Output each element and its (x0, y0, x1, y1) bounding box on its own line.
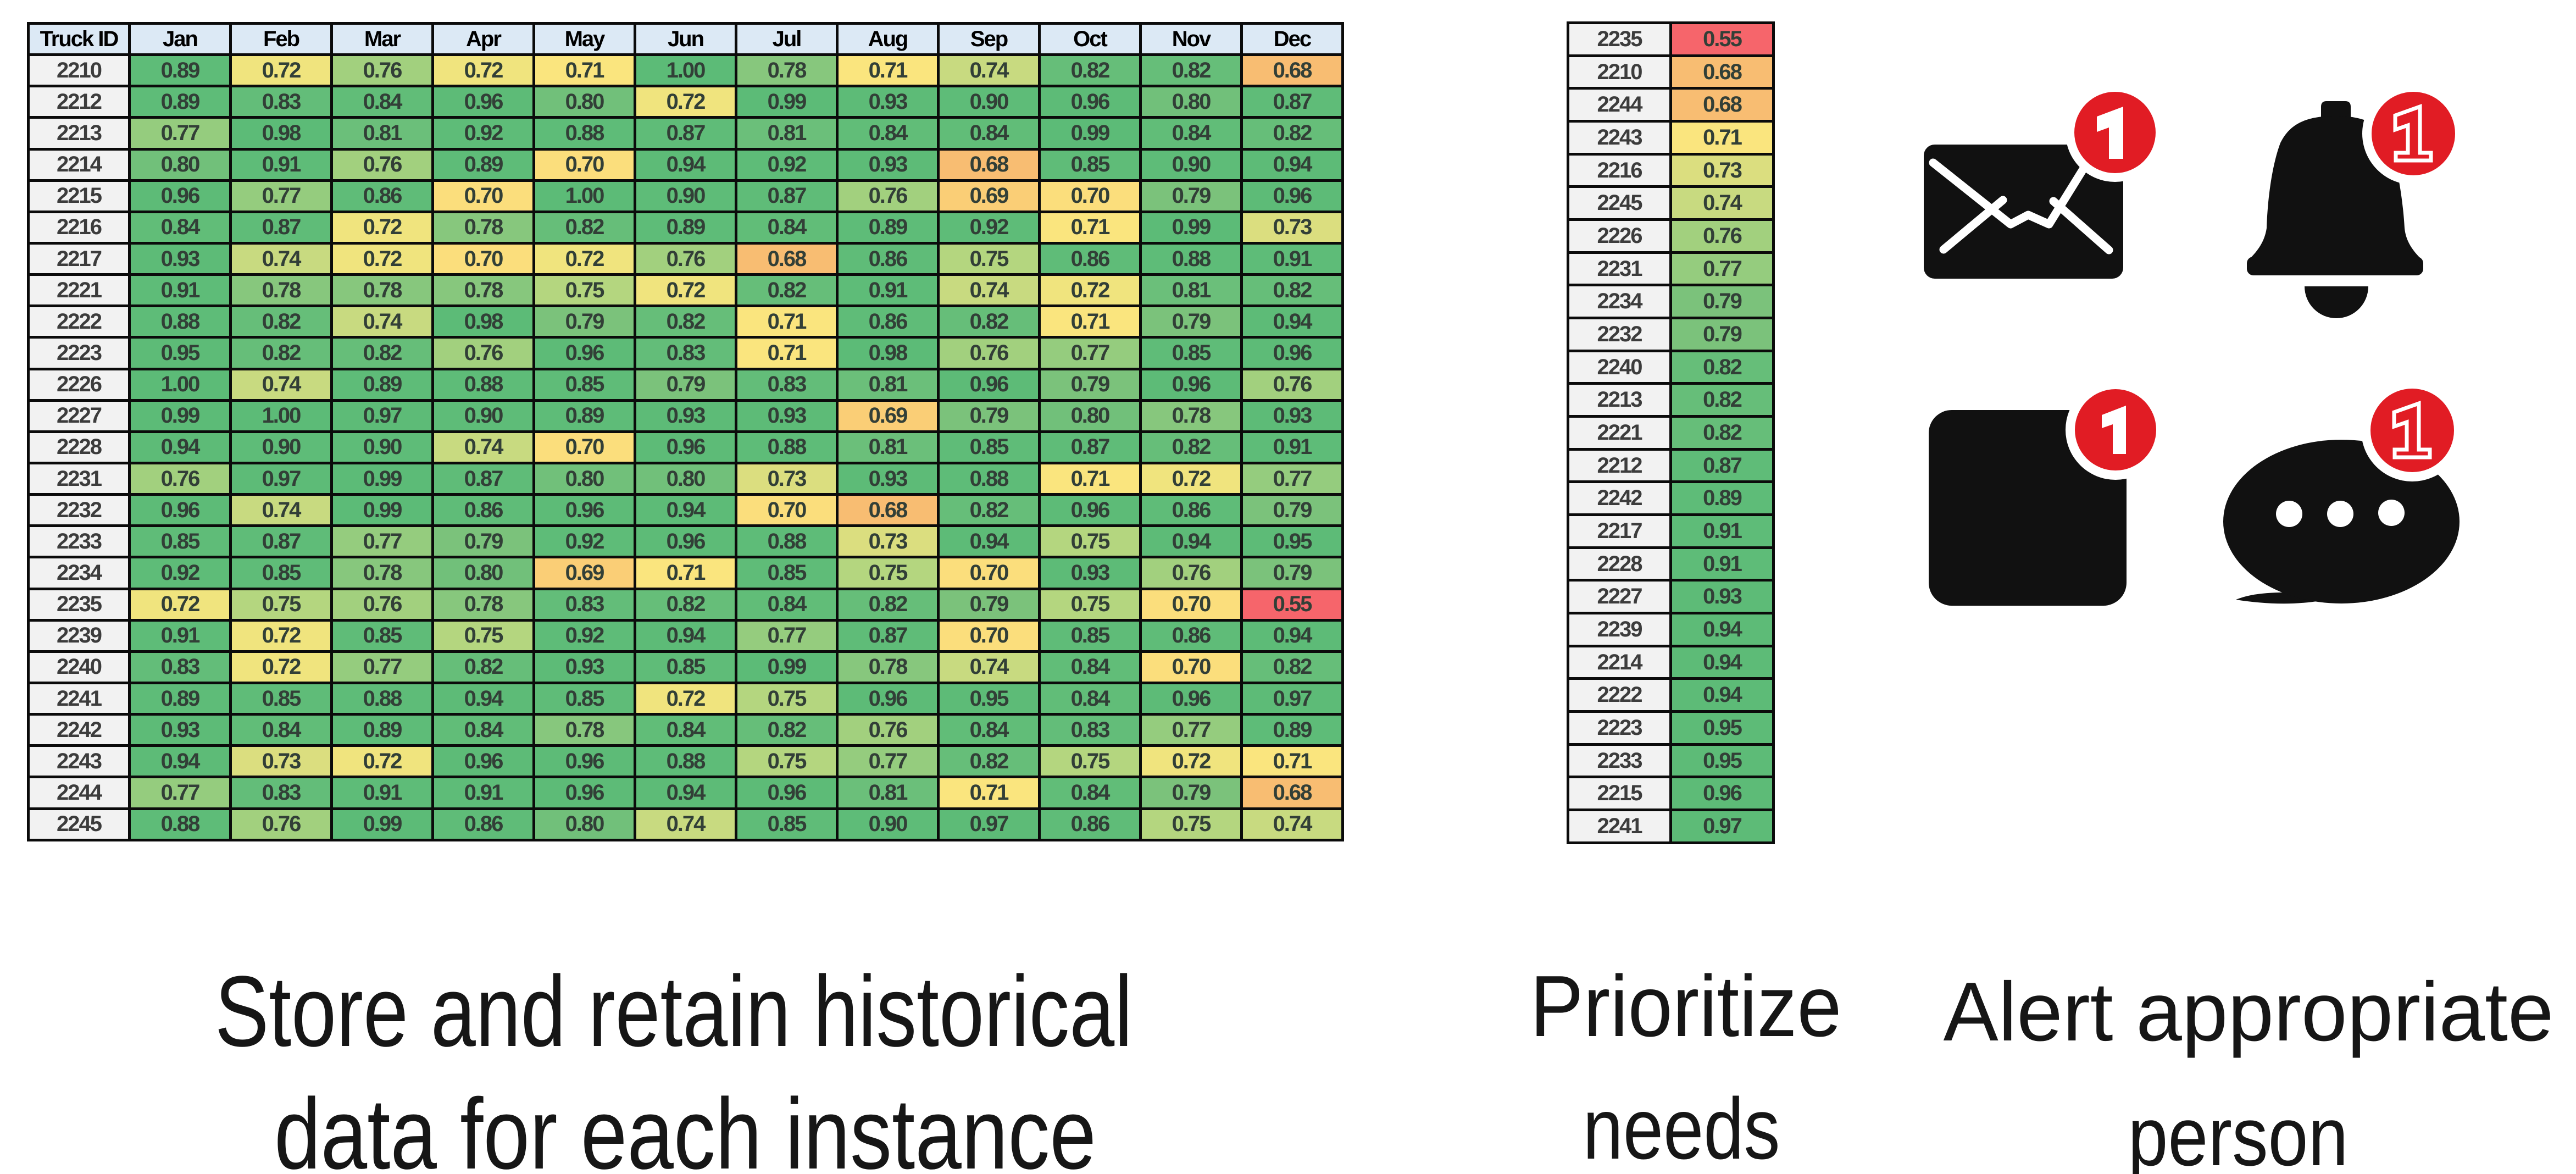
svg-text:needs: needs (1583, 1080, 1780, 1174)
svg-text:Store and retain historical: Store and retain historical (215, 956, 1132, 1068)
svg-text:Prioritize: Prioritize (1530, 958, 1842, 1055)
svg-text:Alert appropriate: Alert appropriate (1944, 965, 2554, 1059)
svg-text:person: person (2128, 1090, 2349, 1174)
svg-text:data for each instance: data for each instance (274, 1078, 1096, 1174)
